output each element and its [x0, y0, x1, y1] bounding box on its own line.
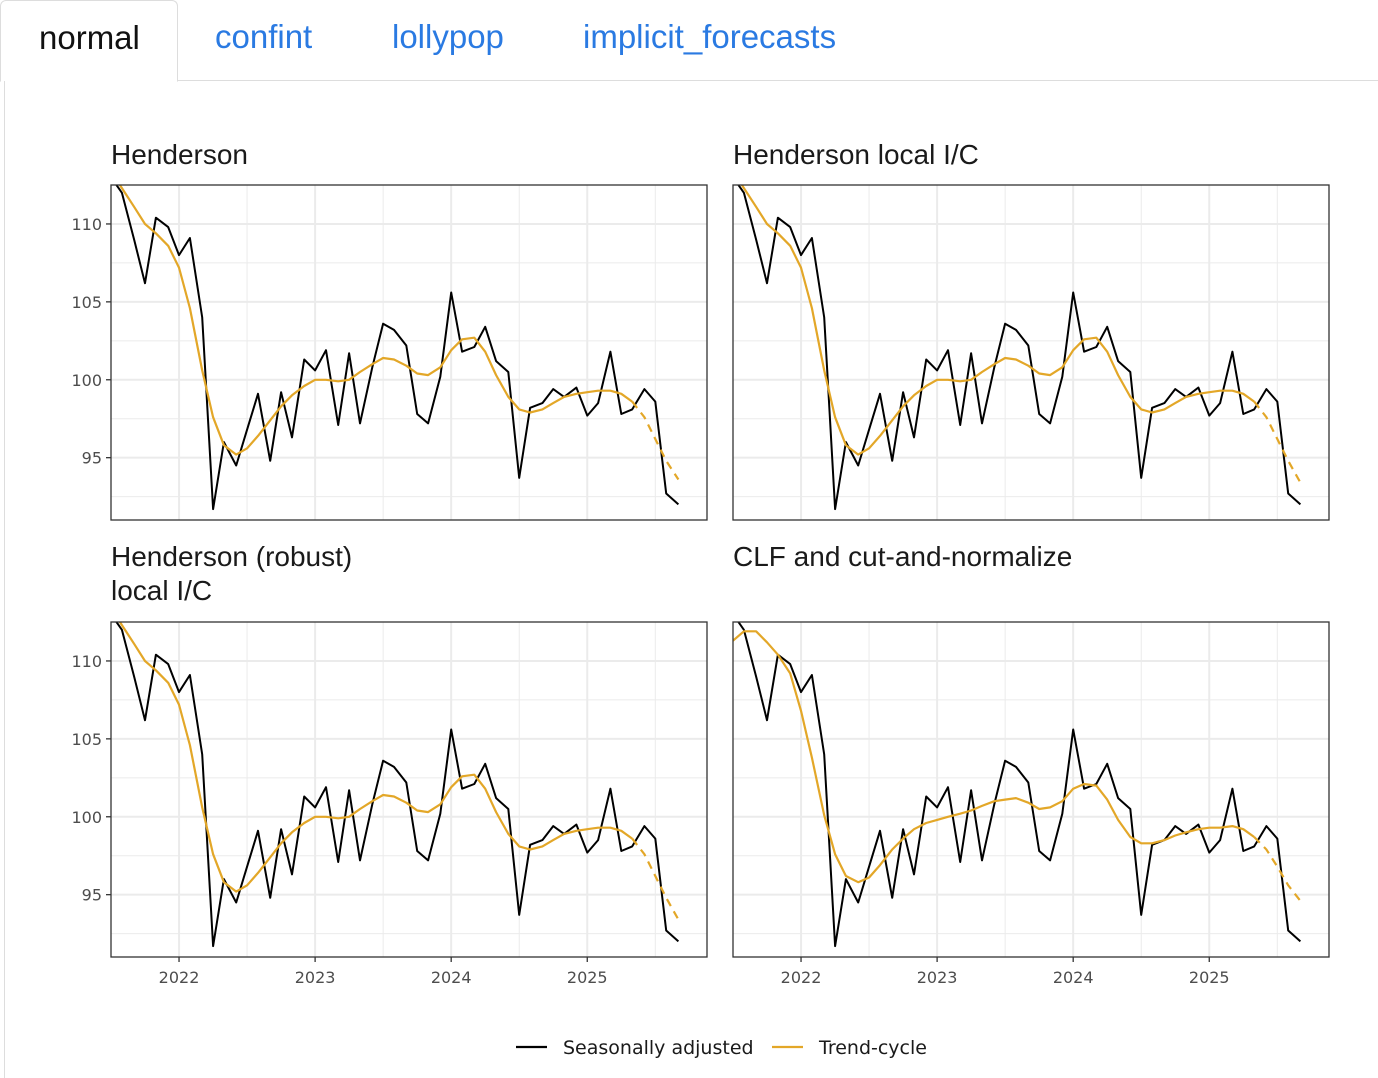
x-tick-label: 2024: [1053, 968, 1094, 987]
y-tick-label: 110: [71, 215, 102, 234]
trend-cycle-line: [118, 185, 633, 456]
y-tick-label: 105: [71, 293, 102, 312]
tab-normal[interactable]: normal: [0, 0, 178, 82]
panel-frame: [732, 621, 1330, 958]
x-tick-label: 2023: [917, 968, 958, 987]
legend: Seasonally adjusted Trend-cycle: [516, 1037, 927, 1059]
x-tick-label: 2022: [781, 968, 822, 987]
panel-frame: [732, 184, 1330, 521]
panel-lines: [115, 185, 680, 511]
y-tick-label: 100: [71, 371, 102, 390]
x-tick-label: 2025: [567, 968, 608, 987]
panel-frame: [110, 621, 708, 958]
y-tick-label: 110: [71, 652, 102, 671]
panel-lines: [733, 622, 1302, 948]
panel-4: CLF and cut-and-normalize 2022 2023 2024 202…: [732, 541, 1330, 987]
y-tick-label: 95: [82, 449, 102, 468]
legend-label-trend-cycle: Trend-cycle: [818, 1037, 927, 1059]
panel-frame: [110, 184, 708, 521]
x-tick-label: 2025: [1189, 968, 1230, 987]
panel-title: Henderson local I/C: [733, 139, 979, 170]
trend-cycle-forecast-line: [1253, 400, 1302, 484]
tab-panel-border: [4, 81, 5, 1078]
y-tick-label: 95: [82, 886, 102, 905]
y-tick-label: 105: [71, 730, 102, 749]
tab-divider: [178, 80, 1378, 81]
panel-1: Henderson 95 100 105 110: [71, 139, 708, 521]
tab-implicit-forecasts[interactable]: implicit_forecasts: [583, 18, 837, 55]
trend-cycle-line: [733, 630, 1255, 884]
legend-label-seasonally-adjusted: Seasonally adjusted: [563, 1037, 754, 1059]
x-tick-label: 2024: [431, 968, 472, 987]
trend-cycle-forecast-line: [631, 400, 680, 481]
panel-3: Henderson (robust)local I/C 95 100 105 110 20…: [71, 541, 708, 987]
panel-title: CLF and cut-and-normalize: [733, 541, 1072, 572]
tab-lollypop[interactable]: lollypop: [392, 18, 504, 55]
seasonally-adjusted-line: [737, 622, 1302, 948]
x-tick-label: 2023: [295, 968, 336, 987]
trend-cycle-forecast-line: [631, 837, 680, 921]
panel-lines: [737, 185, 1302, 511]
panel-2: Henderson local I/C: [732, 139, 1330, 521]
x-tick-label: 2022: [159, 968, 200, 987]
tab-confint[interactable]: confint: [215, 18, 313, 55]
panel-title: Henderson: [111, 139, 248, 170]
panel-title: Henderson (robust): [111, 541, 352, 572]
trend-cycle-line: [118, 622, 633, 893]
panel-title: local I/C: [111, 575, 212, 606]
y-tick-label: 100: [71, 808, 102, 827]
trend-cycle-line: [740, 185, 1255, 456]
tab-bar: normal confint lollypop implicit_forecas…: [0, 0, 1378, 82]
panel-lines: [115, 622, 680, 948]
